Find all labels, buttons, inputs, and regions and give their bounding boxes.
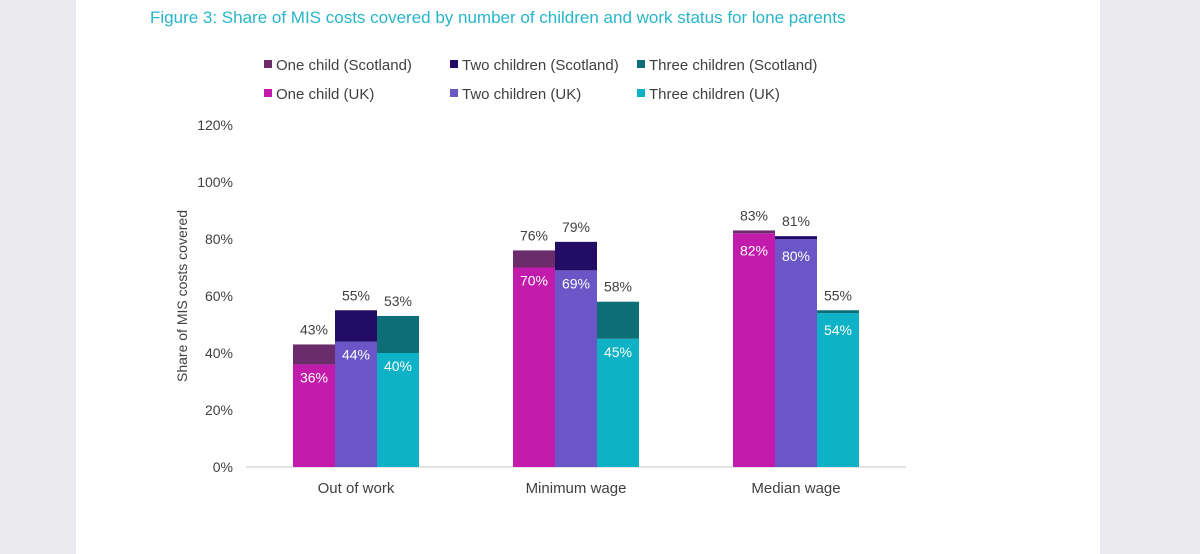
data-label-uk: 45% (604, 344, 632, 360)
bar-scotland-one-child (733, 230, 775, 234)
bar-scotland-two-children (335, 310, 377, 342)
data-label-uk: 44% (342, 347, 370, 363)
data-label-scotland: 81% (782, 213, 810, 229)
legend-label: Three children (Scotland) (649, 57, 817, 74)
bar-scotland-two-children (775, 236, 817, 239)
bar-uk-three-children (377, 353, 419, 467)
x-category-label: Median wage (751, 480, 840, 497)
bar-uk-two-children (555, 270, 597, 467)
data-label-scotland: 79% (562, 219, 590, 235)
bar-uk-two-children (775, 239, 817, 467)
data-label-uk: 69% (562, 275, 590, 291)
bar-scotland-one-child (513, 250, 555, 268)
x-category-label: Out of work (318, 480, 395, 497)
data-label-uk: 54% (824, 322, 852, 338)
x-category-label: Minimum wage (526, 480, 627, 497)
data-label-scotland: 58% (604, 279, 632, 295)
data-label-uk: 70% (520, 273, 548, 289)
report-page: Figure 3: Share of MIS costs covered by … (76, 0, 1100, 554)
y-tick-label: 120% (197, 117, 233, 133)
legend-label: Two children (Scotland) (462, 57, 619, 74)
data-label-uk: 40% (384, 358, 412, 374)
y-tick-label: 100% (197, 174, 233, 190)
bar-scotland-three-children (817, 310, 859, 314)
legend-label: One child (Scotland) (276, 57, 412, 74)
chart-title: Figure 3: Share of MIS costs covered by … (150, 8, 846, 27)
bar-uk-one-child (513, 267, 555, 467)
legend-swatch (450, 89, 458, 97)
data-label-scotland: 53% (384, 293, 412, 309)
data-label-scotland: 43% (300, 321, 328, 337)
data-label-uk: 80% (782, 248, 810, 264)
bar-scotland-one-child (293, 344, 335, 365)
bar-uk-two-children (335, 341, 377, 467)
y-tick-label: 20% (205, 402, 233, 418)
bar-uk-three-children (597, 338, 639, 467)
legend-swatch (637, 60, 645, 68)
bar-scotland-two-children (555, 241, 597, 271)
legend-swatch (637, 89, 645, 97)
bar-uk-one-child (293, 364, 335, 467)
legend-label: Two children (UK) (462, 86, 581, 103)
legend-swatch (264, 89, 272, 97)
bar-scotland-three-children (597, 301, 639, 339)
y-tick-label: 0% (213, 459, 233, 475)
y-axis-title: Share of MIS costs covered (174, 210, 190, 382)
legend-label: Three children (UK) (649, 86, 780, 103)
data-label-scotland: 55% (342, 287, 370, 303)
y-tick-label: 80% (205, 231, 233, 247)
bar-uk-one-child (733, 233, 775, 467)
bar-scotland-three-children (377, 315, 419, 353)
legend-swatch (450, 60, 458, 68)
data-label-uk: 36% (300, 369, 328, 385)
y-tick-label: 60% (205, 288, 233, 304)
data-label-scotland: 83% (740, 207, 768, 223)
data-label-scotland: 76% (520, 227, 548, 243)
bar-uk-three-children (817, 313, 859, 467)
data-label-uk: 82% (740, 242, 768, 258)
legend-label: One child (UK) (276, 86, 374, 103)
legend-swatch (264, 60, 272, 68)
stacked-bar-chart: 0% 20% 40% 60% 80% 100% 120% Share of MIS costs… (174, 57, 906, 497)
y-tick-label: 40% (205, 345, 233, 361)
data-label-scotland: 55% (824, 287, 852, 303)
